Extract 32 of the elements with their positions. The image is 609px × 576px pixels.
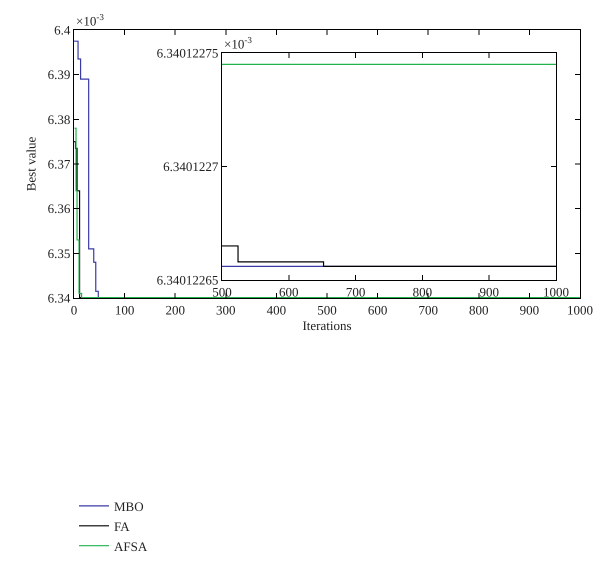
x-tick-label: 700 — [418, 302, 438, 318]
x-tick-label: 1000 — [567, 302, 593, 318]
x-tick-label: 800 — [412, 284, 432, 300]
x-tick-label: 600 — [279, 284, 299, 300]
y-tick-label: 6.35 — [48, 246, 70, 261]
x-tick-label: 1000 — [543, 284, 569, 300]
x-tick-label: 900 — [479, 284, 499, 300]
annotation: ×10$^{-3}$ — [224, 35, 252, 52]
y-tick-label: 6.34012275 — [156, 46, 218, 61]
y-tick-label: 6.38 — [48, 112, 70, 127]
legend-label: AFSA — [114, 538, 148, 554]
y-tick-label: 6.4 — [54, 22, 71, 38]
y-tick-label: 6.39 — [48, 67, 70, 82]
y-tick-label: 6.37 — [48, 156, 71, 172]
y-tick-label: 6.3401227 — [163, 159, 219, 174]
x-tick-label: 0 — [70, 302, 78, 318]
y-tick-label: 6.34 — [48, 290, 71, 306]
x-tick-label: 200 — [165, 302, 185, 318]
legend-label: MBO — [114, 498, 144, 514]
x-tick-label: 900 — [520, 302, 540, 318]
y-tick-label: 6.36 — [48, 201, 71, 216]
x-tick-label: 300 — [216, 302, 236, 318]
text: ×10$^{-3}$ — [76, 12, 104, 28]
x-tick-label: 400 — [266, 302, 286, 318]
x-tick-label: 500 — [317, 302, 337, 318]
x-axis-title: Iterations — [302, 318, 352, 334]
y-axis-title: Best value — [24, 136, 39, 192]
x-tick-label: 700 — [346, 284, 366, 300]
x-tick-label: 600 — [368, 302, 388, 318]
x-tick-label: 800 — [469, 302, 489, 318]
x-tick-label: 100 — [114, 302, 134, 318]
legend-label: FA — [114, 518, 130, 534]
